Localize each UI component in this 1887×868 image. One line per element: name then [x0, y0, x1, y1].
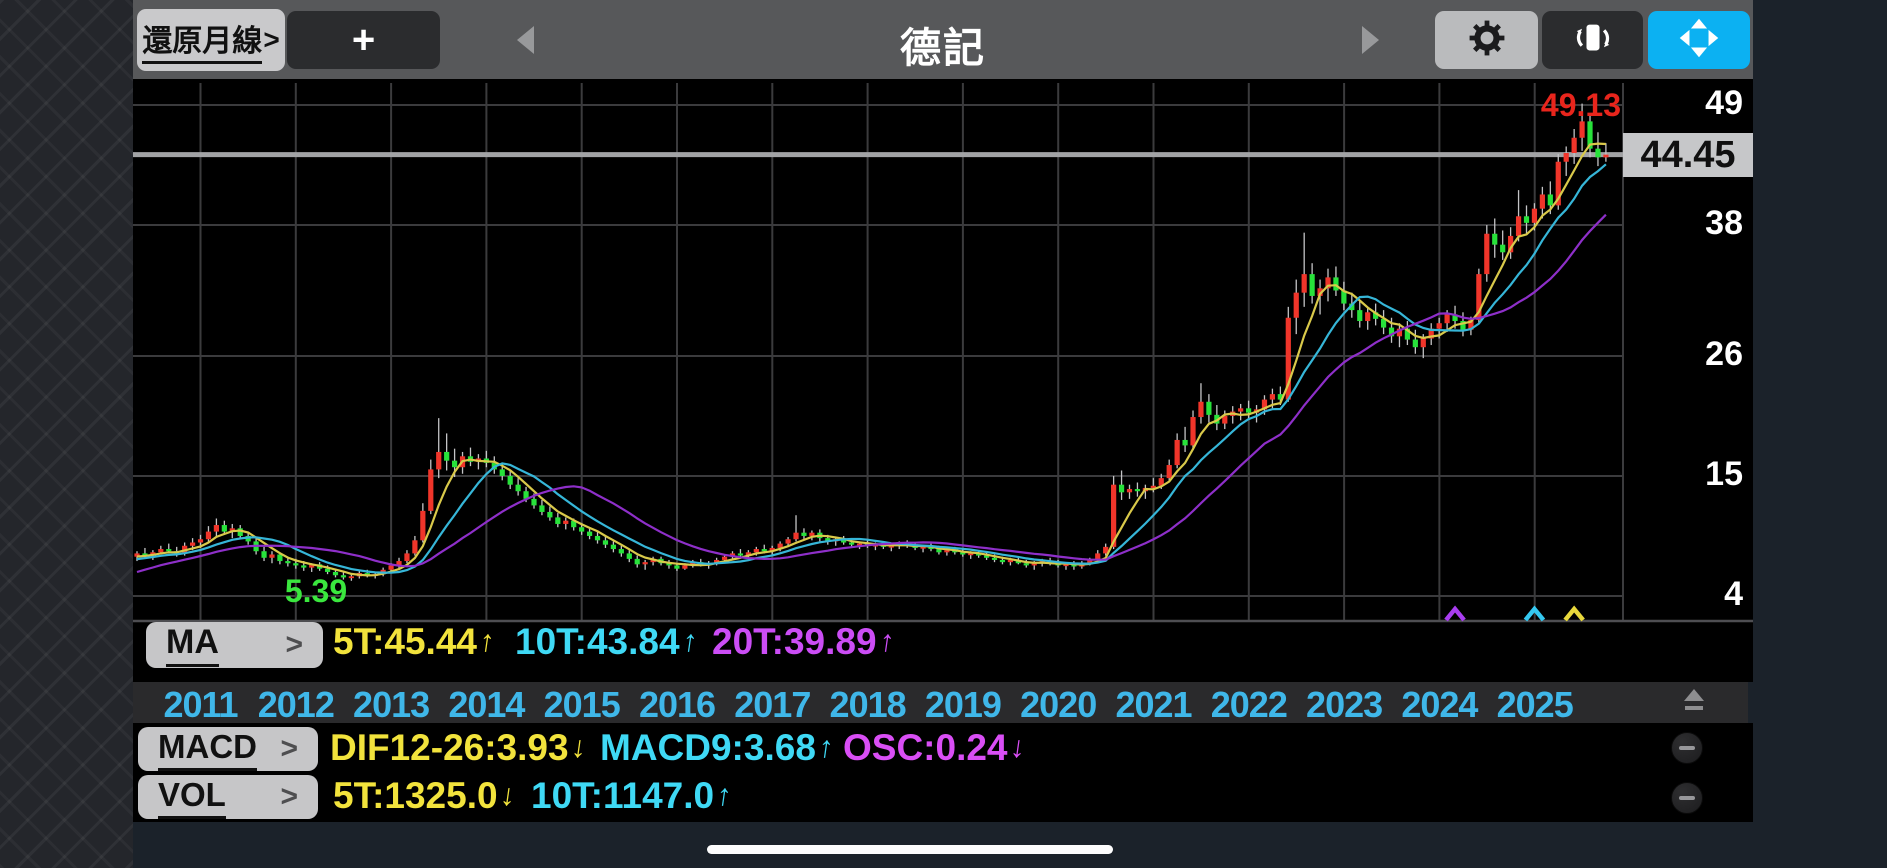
expand-arrows-icon: [1677, 16, 1721, 65]
year-label: 2024: [1401, 684, 1478, 725]
year-label: 2013: [353, 684, 430, 725]
ma10-line: [136, 163, 1607, 574]
prev-stock-arrow-icon[interactable]: [517, 26, 534, 54]
candles-layer: [134, 103, 1609, 581]
trend-up-icon: ↑: [876, 625, 897, 658]
collapse-vol-button[interactable]: [1671, 782, 1703, 814]
price-chart[interactable]: [133, 79, 1753, 682]
ma20-line: [136, 213, 1607, 574]
dif-value: DIF12-26:3.93↓: [330, 727, 589, 768]
trend-down-icon: ↓: [1007, 731, 1028, 764]
time-axis-strip[interactable]: 2011 2012 2013 2014 2015 2016 2017 2018 2019 2020…: [133, 682, 1748, 725]
rotate-screen-button[interactable]: [1542, 11, 1643, 69]
ma-button-label: MA: [166, 623, 219, 667]
year-label: 2017: [734, 684, 811, 725]
next-stock-arrow-icon[interactable]: [1362, 26, 1379, 54]
chart-app: 還原月線 > + 德記: [133, 0, 1753, 868]
period-selector-label: 還原月線: [142, 16, 263, 64]
chevron-right-icon: >: [285, 628, 303, 661]
chevron-right-icon: >: [263, 24, 280, 55]
year-label: 2016: [638, 684, 716, 725]
ma5-value: 5T:45.44↑: [333, 621, 497, 662]
year-label: 2018: [829, 684, 907, 725]
vol-button-label: VOL: [158, 776, 226, 819]
year-label: 2014: [448, 684, 525, 725]
ma10-value: 10T:43.84↑: [515, 621, 700, 662]
year-label: 2023: [1306, 684, 1383, 725]
home-indicator-bar[interactable]: [707, 845, 1113, 854]
vol10-value: 10T:1147.0↑: [531, 775, 734, 816]
fullscreen-button[interactable]: [1648, 11, 1750, 69]
settings-button[interactable]: [1435, 11, 1538, 69]
rotate-device-icon: [1570, 15, 1616, 66]
year-label: 2011: [163, 684, 238, 725]
ma-button[interactable]: MA >: [146, 622, 323, 668]
current-price-tag: 44.45: [1623, 133, 1753, 177]
add-button[interactable]: +: [287, 11, 440, 69]
trend-down-icon: ↓: [568, 731, 589, 764]
ma20-value: 20T:39.89↑: [712, 621, 897, 662]
trend-up-icon: ↑: [679, 625, 700, 658]
macd-button-label: MACD: [158, 728, 257, 771]
ma-offscale-marker: [1563, 605, 1585, 622]
osc-value: OSC:0.24↓: [843, 727, 1028, 768]
year-label: 2015: [543, 684, 621, 725]
ma-indicator-row: MA > 5T:45.44↑ 10T:43.84↑ 20T:39.89↑: [133, 618, 1753, 670]
trend-up-icon: ↑: [816, 731, 836, 764]
ma-offscale-marker: [1444, 605, 1466, 622]
top-bar: 還原月線 > + 德記: [133, 0, 1753, 79]
collapse-macd-button[interactable]: [1671, 732, 1703, 764]
year-label: 2021: [1115, 684, 1192, 725]
year-label: 2020: [1020, 684, 1097, 725]
vol5-value: 5T:1325.0↓: [333, 775, 518, 816]
wallpaper-strip: [0, 0, 133, 868]
minus-icon: [1679, 746, 1695, 750]
trend-up-icon: ↑: [714, 779, 734, 812]
chart-area: 49.13 5.39 4 15 26 38 49 44.45 MA > 5T:45.44…: [133, 79, 1753, 682]
trend-up-icon: ↑: [477, 625, 497, 658]
indicator-area: MACD > DIF12-26:3.93↓ MACD9:3.68↑ OSC:0.…: [133, 723, 1753, 822]
trend-down-icon: ↓: [497, 779, 518, 812]
eject-icon[interactable]: [1682, 689, 1706, 710]
year-label: 2019: [924, 684, 1002, 725]
gear-icon: [1465, 16, 1509, 65]
year-label: 2022: [1210, 684, 1288, 725]
ma-offscale-marker: [1523, 605, 1546, 622]
vol-button[interactable]: VOL >: [138, 775, 318, 819]
period-selector-button[interactable]: 還原月線 >: [137, 9, 285, 71]
year-label: 2025: [1496, 684, 1574, 725]
minus-icon: [1679, 796, 1695, 800]
macd-button[interactable]: MACD >: [138, 727, 318, 771]
year-label: 2012: [257, 684, 335, 725]
ma5-line: [136, 142, 1606, 577]
chevron-right-icon: >: [280, 732, 298, 765]
chevron-right-icon: >: [280, 780, 298, 813]
macd9-value: MACD9:3.68↑: [600, 727, 836, 768]
